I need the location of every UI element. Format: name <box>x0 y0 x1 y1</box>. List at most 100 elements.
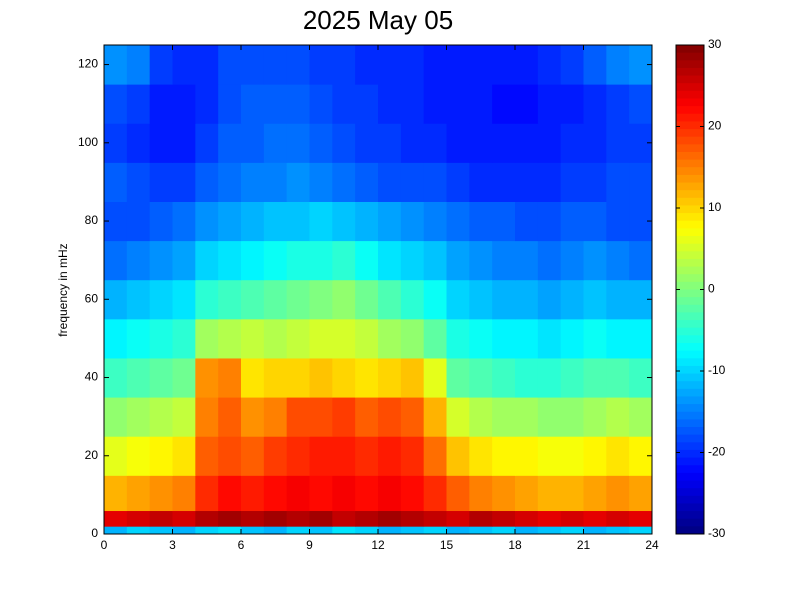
heatmap-cell <box>469 318 493 359</box>
heatmap-cell <box>286 45 310 85</box>
heatmap-cell <box>423 240 447 281</box>
heatmap-cell <box>400 162 425 202</box>
heatmap-cell <box>355 84 379 124</box>
heatmap-cell <box>195 45 219 85</box>
heatmap-cell <box>606 123 630 163</box>
heatmap-cell <box>515 510 539 527</box>
colorbar-swatch <box>676 381 704 390</box>
heatmap-cell <box>195 475 219 512</box>
colorbar-swatch <box>676 304 704 313</box>
heatmap-cell <box>492 436 516 476</box>
heatmap-cell <box>126 475 151 512</box>
heatmap-cell <box>583 279 607 320</box>
colorbar-swatch <box>676 274 704 283</box>
heatmap-cell <box>104 526 128 535</box>
heatmap-cell <box>606 510 630 527</box>
colorbar-swatch <box>676 312 704 321</box>
heatmap-cell <box>537 123 562 163</box>
heatmap-cell <box>332 279 356 320</box>
heatmap-cell <box>218 397 242 437</box>
heatmap-cell <box>241 201 265 242</box>
heatmap-cell <box>492 526 516 535</box>
heatmap-cell <box>560 357 584 398</box>
heatmap-cell <box>583 526 607 535</box>
heatmap-cell <box>583 123 607 163</box>
colorbar-swatch <box>676 404 704 413</box>
heatmap-cell <box>583 162 607 202</box>
colorbar-swatch <box>676 472 704 482</box>
heatmap-cell <box>537 201 562 242</box>
heatmap-cell <box>606 201 630 242</box>
heatmap-cell <box>355 436 379 476</box>
colorbar-swatch <box>676 488 704 497</box>
heatmap-cell <box>423 357 447 398</box>
heatmap-cell <box>537 357 562 398</box>
heatmap-cell <box>469 475 493 512</box>
colorbar-swatch <box>676 511 704 520</box>
heatmap-cell <box>218 475 242 512</box>
heatmap-cell <box>515 475 539 512</box>
heatmap-cell <box>446 279 470 320</box>
heatmap-cell <box>241 475 265 512</box>
heatmap-cell <box>560 475 584 512</box>
colorbar-swatch <box>676 159 704 168</box>
heatmap-cell <box>104 45 128 85</box>
x-tick-label: 15 <box>440 538 454 552</box>
heatmap-cell <box>126 162 151 202</box>
heatmap-cell <box>446 45 470 85</box>
heatmap-cell <box>241 357 265 398</box>
heatmap-cell <box>286 397 310 437</box>
heatmap-cell <box>537 240 562 281</box>
heatmap-cell <box>378 162 402 202</box>
heatmap-cell <box>469 526 493 535</box>
heatmap-cell <box>629 397 653 437</box>
heatmap-cell <box>149 436 173 476</box>
heatmap-cell <box>400 201 425 242</box>
colorbar-swatch <box>676 98 704 107</box>
heatmap-cell <box>515 123 539 163</box>
heatmap-cell <box>515 318 539 359</box>
heatmap-cell <box>537 318 562 359</box>
heatmap-cell <box>378 123 402 163</box>
colorbar-swatch <box>676 495 704 504</box>
heatmap-cell <box>355 123 379 163</box>
colorbar-swatch <box>676 197 704 206</box>
colorbar-swatch <box>676 327 704 336</box>
heatmap-cell <box>629 240 653 281</box>
heatmap-cell <box>400 240 425 281</box>
heatmap-cell <box>583 436 607 476</box>
heatmap-cell <box>241 436 265 476</box>
heatmap-cell <box>218 201 242 242</box>
heatmap-cell <box>241 318 265 359</box>
heatmap-cell <box>263 162 288 202</box>
heatmap-cell <box>241 526 265 535</box>
colorbar-swatch <box>676 129 704 138</box>
heatmap-cell <box>583 84 607 124</box>
heatmap-cell <box>332 318 356 359</box>
heatmap-cell <box>241 240 265 281</box>
colorbar-swatch <box>676 243 704 252</box>
heatmap-cell <box>332 84 356 124</box>
heatmap-cell <box>446 357 470 398</box>
heatmap-cell <box>400 526 425 535</box>
heatmap-cell <box>560 240 584 281</box>
heatmap-cell <box>195 162 219 202</box>
x-tick-label: 18 <box>508 538 522 552</box>
heatmap-cell <box>469 397 493 437</box>
heatmap-cell <box>172 162 196 202</box>
heatmap-cell <box>286 510 310 527</box>
heatmap-cell <box>241 397 265 437</box>
heatmap-cell <box>492 45 516 85</box>
heatmap-cell <box>309 84 333 124</box>
heatmap-cell <box>149 45 173 85</box>
heatmap-cell <box>378 397 402 437</box>
heatmap-cell <box>195 318 219 359</box>
heatmap-cell <box>149 318 173 359</box>
heatmap-cell <box>400 279 425 320</box>
heatmap-cell <box>309 510 333 527</box>
heatmap-cell <box>400 357 425 398</box>
colorbar-swatch <box>676 465 704 474</box>
colorbar-tick-label: -10 <box>708 363 726 377</box>
heatmap-cell <box>606 162 630 202</box>
colorbar-swatch <box>676 503 704 512</box>
